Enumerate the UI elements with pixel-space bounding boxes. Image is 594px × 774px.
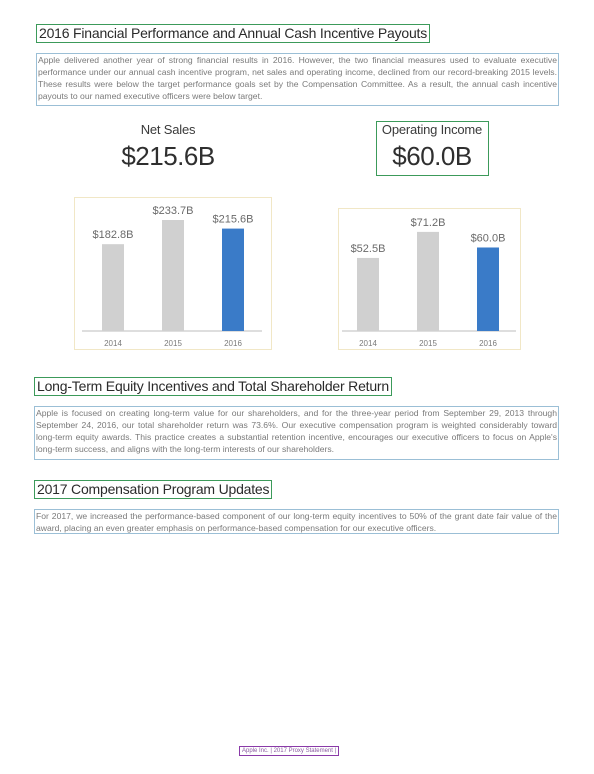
net-sales-tick-label-2015: 2015 bbox=[164, 339, 182, 348]
net-sales-label: Net Sales bbox=[140, 122, 196, 137]
operating-income-tick-label-2016: 2016 bbox=[479, 339, 497, 348]
financial-performance-paragraph: Apple delivered another year of strong f… bbox=[36, 53, 559, 106]
net-sales-bar-2016 bbox=[222, 228, 244, 331]
operating-income-bar-2015 bbox=[417, 231, 439, 331]
net-sales-chart-frame bbox=[74, 197, 272, 350]
operating-income-value: $60.0B bbox=[392, 141, 472, 171]
2017-updates-paragraph: For 2017, we increased the performance-b… bbox=[34, 509, 559, 534]
long-term-equity-paragraph: Apple is focused on creating long-term v… bbox=[34, 406, 559, 460]
net-sales-bar-2015 bbox=[162, 219, 184, 331]
operating-income-bar-2014 bbox=[357, 257, 379, 331]
operating-income-data-label-2014: $52.5B bbox=[351, 243, 386, 255]
net-sales-data-label-2014: $182.8B bbox=[93, 229, 134, 241]
operating-income-box bbox=[376, 121, 489, 176]
section-heading-2017-updates: 2017 Compensation Program Updates bbox=[34, 480, 273, 499]
operating-income-chart-frame bbox=[338, 208, 521, 350]
net-sales-tick-label-2014: 2014 bbox=[104, 339, 122, 348]
operating-income-tick-label-2014: 2014 bbox=[359, 339, 377, 348]
net-sales-value: $215.6B bbox=[121, 141, 215, 171]
operating-income-bar-2016 bbox=[477, 247, 499, 331]
net-sales-tick-label-2016: 2016 bbox=[224, 339, 242, 348]
net-sales-data-label-2015: $233.7B bbox=[153, 205, 194, 217]
net-sales-data-label-2016: $215.6B bbox=[213, 214, 254, 226]
operating-income-data-label-2016: $60.0B bbox=[471, 232, 506, 244]
operating-income-data-label-2015: $71.2B bbox=[411, 217, 446, 229]
section-heading-long-term-equity: Long-Term Equity Incentives and Total Sh… bbox=[34, 377, 392, 396]
operating-income-tick-label-2015: 2015 bbox=[419, 339, 437, 348]
operating-income-label: Operating Income bbox=[381, 122, 483, 137]
net-sales-bar-2014 bbox=[102, 244, 124, 331]
section-heading-financial-performance: 2016 Financial Performance and Annual Ca… bbox=[36, 24, 431, 43]
page-footer: Apple Inc. | 2017 Proxy Statement | bbox=[239, 746, 340, 756]
